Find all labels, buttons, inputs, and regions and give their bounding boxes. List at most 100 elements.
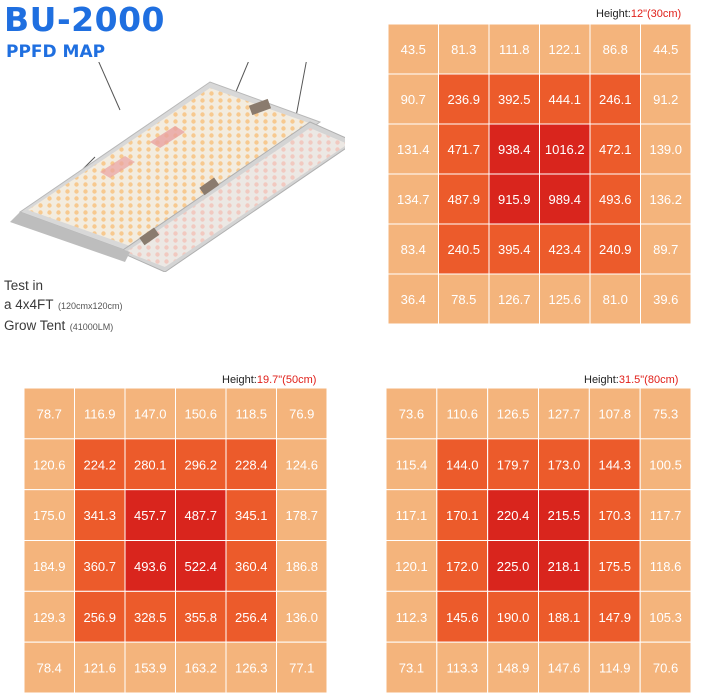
heatmap-cell-value: 188.1	[548, 610, 581, 625]
heatmap-cell	[124, 590, 176, 643]
heatmap-cell-value: 487.7	[184, 508, 217, 523]
heatmap-cell-value: 81.0	[603, 292, 628, 307]
heatmap-cell	[436, 641, 489, 693]
heatmap-cell	[487, 590, 539, 643]
heatmap-cell	[124, 641, 176, 693]
height-label-map-3: Height:31.5"(80cm)	[584, 374, 679, 386]
heatmap-cell-value: 91.2	[653, 92, 678, 107]
heatmap-cell-value: 224.2	[83, 457, 116, 472]
product-title: BU-2000	[4, 0, 165, 39]
heatmap-cell-value: 70.6	[653, 661, 678, 676]
heatmap-cell-value: 472.1	[599, 142, 632, 157]
height-value-map-3: 31.5"(80cm)	[618, 374, 679, 386]
ppfd-map-subtitle: PPFD MAP	[6, 42, 106, 62]
heatmap-cell-value: 134.7	[397, 192, 430, 207]
heatmap-cell	[589, 123, 641, 175]
heatmap-cell-value: 280.1	[134, 457, 167, 472]
heatmap-cell-value: 110.6	[446, 406, 478, 421]
heatmap-cell	[487, 438, 539, 491]
heatmap-cell-value: 139.0	[649, 142, 682, 157]
heatmap-cell-value: 105.3	[649, 610, 682, 625]
heatmap-cell-value: 136.2	[649, 192, 682, 207]
heatmap-cell	[438, 73, 490, 125]
heatmap-cell	[640, 223, 691, 275]
ppfd-heatmap-3: 73.6 110.6 126.5 127.7 107.8 75.3 115.4 144.0 17…	[386, 388, 691, 693]
heatmap-cell-value: 236.9	[447, 92, 480, 107]
heatmap-cell-value: 39.6	[653, 292, 678, 307]
heatmap-cell-value: 395.4	[498, 242, 531, 257]
heatmap-cell-value: 76.9	[289, 406, 314, 421]
test-note-tent-size: a 4x4FT	[4, 297, 54, 312]
heatmap-cell-value: 131.4	[397, 142, 430, 157]
heatmap-cell	[589, 24, 641, 75]
heatmap-cell-value: 256.4	[235, 610, 268, 625]
heatmap-cell-value: 341.3	[83, 508, 116, 523]
heatmap-cell	[588, 388, 641, 440]
heatmap-cell-value: 360.7	[83, 559, 116, 574]
heatmap-cell-value: 113.3	[446, 661, 478, 676]
heatmap-cell-value: 78.7	[37, 406, 62, 421]
heatmap-cell-value: 75.3	[653, 406, 678, 421]
heatmap-cell-value: 148.9	[497, 661, 530, 676]
heatmap-cell-value: 190.0	[497, 610, 530, 625]
heatmap-cell	[640, 24, 691, 75]
heatmap-cell	[436, 590, 489, 643]
heatmap-cell	[488, 173, 540, 225]
heatmap-cell	[276, 489, 327, 541]
heatmap-cell-value: 256.9	[83, 610, 116, 625]
heatmap-cell-value: 36.4	[401, 292, 426, 307]
heatmap-cell	[175, 489, 227, 541]
test-note: Test in a 4x4FT (120cmx120cm) Grow Tent …	[4, 276, 123, 337]
heatmap-cell	[538, 438, 590, 491]
heatmap-cell-value: 487.9	[447, 192, 480, 207]
heatmap-cell-value: 147.6	[548, 661, 581, 676]
heatmap-cell	[276, 438, 327, 491]
heatmap-cell	[488, 73, 540, 125]
heatmap-cell-value: 345.1	[235, 508, 268, 523]
heatmap-cell-value: 86.8	[603, 42, 628, 57]
test-note-lumens: (41000LM)	[69, 322, 114, 332]
heatmap-cell	[24, 590, 75, 643]
heatmap-cell-value: 179.7	[497, 457, 530, 472]
heatmap-cell-value: 120.1	[395, 559, 428, 574]
heatmap-cell	[276, 590, 327, 643]
heatmap-cell	[539, 123, 591, 175]
heatmap-cell-value: 355.8	[184, 610, 217, 625]
heatmap-cell	[175, 438, 227, 491]
heatmap-cell-value: 240.9	[599, 242, 632, 257]
heatmap-cell-value: 178.7	[285, 508, 318, 523]
heatmap-cell-value: 73.1	[399, 661, 424, 676]
heatmap-cell	[388, 223, 439, 275]
heatmap-cell-value: 118.5	[235, 406, 267, 421]
heatmap-cell-value: 122.1	[548, 42, 581, 57]
heatmap-cell	[175, 641, 227, 693]
heatmap-cell-value: 215.5	[548, 508, 581, 523]
heatmap-cell	[276, 641, 327, 693]
heatmap-cell	[124, 540, 176, 592]
heatmap-cell	[386, 540, 438, 592]
heatmap-cell-value: 136.0	[285, 610, 318, 625]
heatmap-cell-value: 127.7	[548, 406, 581, 421]
heatmap-cell	[488, 223, 540, 275]
heatmap-cell-value: 457.7	[134, 508, 167, 523]
heatmap-cell	[639, 489, 691, 541]
heatmap-cell	[24, 540, 75, 592]
heatmap-cell	[588, 641, 641, 693]
heatmap-cell	[124, 388, 176, 440]
heatmap-cell-value: 989.4	[548, 192, 581, 207]
heatmap-cell-value: 90.7	[401, 92, 426, 107]
heatmap-cell	[388, 24, 439, 75]
heatmap-cell	[388, 173, 439, 225]
heatmap-cell-value: 117.1	[396, 508, 428, 523]
heatmap-cell-value: 170.1	[446, 508, 479, 523]
heatmap-cell	[639, 641, 691, 693]
heatmap-cell-value: 186.8	[285, 559, 318, 574]
heatmap-cell-value: 938.4	[498, 142, 531, 157]
heatmap-cell	[24, 641, 75, 693]
heatmap-cell-value: 493.6	[134, 559, 167, 574]
heatmap-cell-value: 240.5	[447, 242, 480, 257]
heatmap-cell	[487, 489, 539, 541]
heatmap-cell-value: 43.5	[401, 42, 426, 57]
heatmap-cell-value: 220.4	[497, 508, 530, 523]
heatmap-cell	[225, 489, 277, 541]
